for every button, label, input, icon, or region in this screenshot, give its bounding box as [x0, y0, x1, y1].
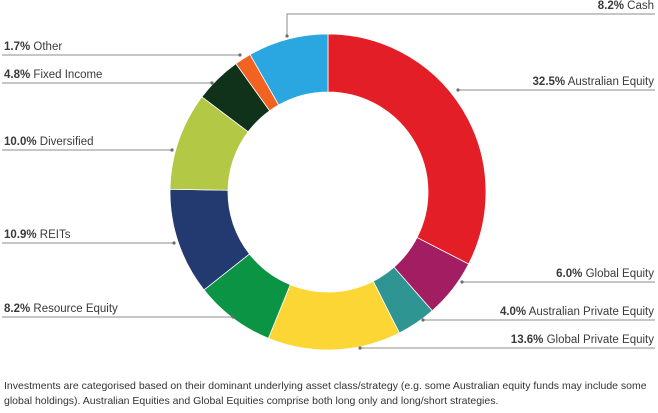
footnote: Investments are categorised based on the… — [4, 380, 647, 407]
label-value-global-equity: 6.0% — [556, 268, 582, 280]
label-cash: 8.2% Cash — [598, 0, 654, 12]
slice-cash — [249, 33, 329, 106]
label-name-cash: Cash — [624, 0, 654, 12]
label-name-australian-private-equity: Australian Private Equity — [526, 306, 654, 318]
slice-australian-equity — [327, 33, 487, 265]
label-name-fixed-income: Fixed Income — [30, 69, 102, 81]
label-value-other: 1.7% — [4, 41, 30, 53]
leader-dot-global-equity — [460, 280, 464, 284]
label-australian-equity: 32.5% Australian Equity — [533, 76, 655, 88]
label-fixed-income: 4.8% Fixed Income — [4, 69, 102, 81]
leader-dot-reits — [172, 241, 176, 245]
leader-dot-other — [238, 53, 242, 57]
label-australian-private-equity: 4.0% Australian Private Equity — [500, 306, 654, 318]
label-name-reits: REITs — [37, 229, 71, 241]
leader-dot-cash — [285, 34, 289, 38]
slice-labels: 32.5% Australian Equity 6.0% Global Equit… — [4, 0, 654, 346]
label-value-fixed-income: 4.8% — [4, 69, 30, 81]
leader-lines — [2, 13, 655, 350]
leader-line-cash — [286, 13, 655, 36]
leader-dot-australian-equity — [456, 88, 460, 92]
label-name-resource-equity: Resource Equity — [30, 303, 118, 315]
asset-allocation-donut-chart: 32.5% Australian Equity 6.0% Global Equit… — [2, 0, 655, 351]
donut-slices — [169, 33, 487, 351]
label-other: 1.7% Other — [4, 41, 62, 53]
label-diversified: 10.0% Diversified — [4, 136, 94, 148]
leader-dot-resource-equity — [231, 315, 235, 319]
label-name-australian-equity: Australian Equity — [565, 76, 654, 88]
leader-dot-australian-private-equity — [421, 318, 425, 322]
label-value-reits: 10.9% — [4, 229, 37, 241]
label-name-global-equity: Global Equity — [582, 268, 654, 280]
leader-dot-diversified — [170, 148, 174, 152]
label-value-diversified: 10.0% — [4, 136, 37, 148]
label-name-other: Other — [30, 41, 62, 53]
label-value-australian-private-equity: 4.0% — [500, 306, 526, 318]
label-value-australian-equity: 32.5% — [533, 76, 566, 88]
label-global-private-equity: 13.6% Global Private Equity — [511, 334, 654, 346]
label-name-diversified: Diversified — [37, 136, 94, 148]
label-value-global-private-equity: 13.6% — [511, 334, 544, 346]
label-reits: 10.9% REITs — [4, 229, 71, 241]
leader-dot-fixed-income — [210, 81, 214, 85]
label-global-equity: 6.0% Global Equity — [556, 268, 654, 280]
label-name-global-private-equity: Global Private Equity — [543, 334, 654, 346]
label-value-cash: 8.2% — [598, 0, 624, 12]
label-value-resource-equity: 8.2% — [4, 303, 30, 315]
leader-dot-global-private-equity — [358, 346, 362, 350]
label-resource-equity: 8.2% Resource Equity — [4, 303, 118, 315]
